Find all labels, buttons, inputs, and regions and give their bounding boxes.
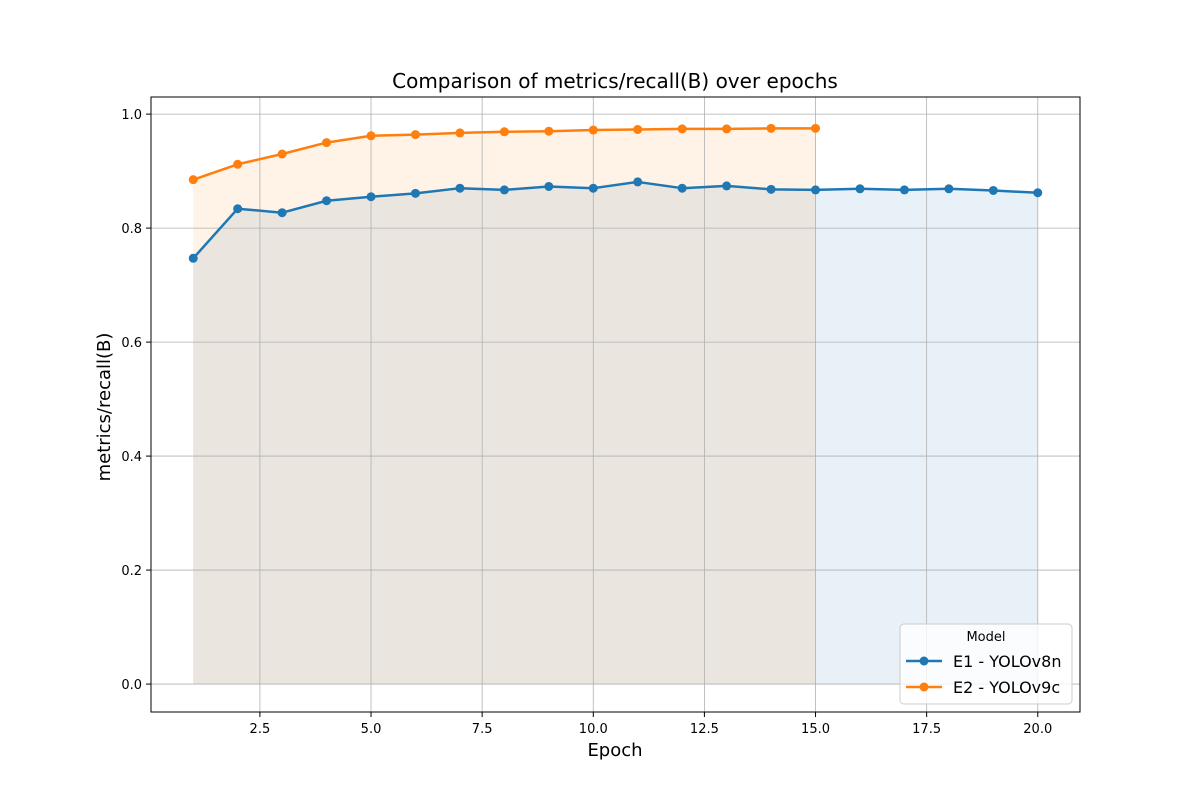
data-point-series-1 — [410, 188, 420, 198]
legend: Model E1 - YOLOv8n E2 - YOLOv9c — [899, 623, 1073, 705]
data-point-series-1 — [499, 185, 509, 195]
y-tick-label: 1.0 — [121, 108, 142, 123]
data-point-series-1 — [811, 185, 821, 195]
chart-title: Comparison of metrics/recall(B) over epo… — [392, 69, 838, 93]
data-point-series-2 — [322, 138, 332, 148]
series-fill-2 — [193, 128, 816, 685]
legend-title: Model — [966, 630, 1005, 645]
data-point-series-1 — [455, 183, 465, 193]
data-point-series-1 — [188, 253, 198, 263]
data-point-series-2 — [188, 175, 198, 185]
x-tick-label: 12.5 — [690, 722, 719, 737]
data-point-series-2 — [766, 123, 776, 133]
grid-lines — [151, 97, 1080, 712]
x-axis-ticks: 2.5 5.0 7.5 10.0 12.5 15.0 17.5 20.0 — [250, 712, 1052, 737]
plot-frame — [150, 96, 1081, 713]
data-point-series-2 — [677, 124, 687, 134]
legend-swatch-marker — [919, 682, 929, 692]
x-axis-label: Epoch — [587, 740, 642, 761]
data-point-series-2 — [588, 125, 598, 135]
data-point-series-2 — [410, 130, 420, 140]
y-tick-label: 0.4 — [121, 450, 142, 465]
data-point-series-1 — [988, 185, 998, 195]
x-tick-label: 2.5 — [250, 722, 271, 737]
y-axis-ticks: 0.0 0.2 0.4 0.6 0.8 1.0 — [121, 108, 151, 693]
data-point-series-1 — [766, 184, 776, 194]
x-tick-label: 20.0 — [1023, 722, 1052, 737]
x-tick-label: 17.5 — [912, 722, 941, 737]
data-point-series-2 — [277, 149, 287, 159]
y-axis-label: metrics/recall(B) — [94, 333, 115, 482]
data-point-series-1 — [855, 184, 865, 194]
series-line-1 — [192, 180, 1038, 260]
y-tick-label: 0.6 — [121, 336, 142, 351]
series-points — [188, 123, 1043, 263]
legend-box — [899, 623, 1073, 705]
data-point-series-1 — [322, 196, 332, 206]
data-point-series-2 — [366, 131, 376, 141]
data-point-series-2 — [722, 124, 732, 134]
area-fills — [193, 128, 1038, 685]
data-point-series-1 — [1033, 188, 1043, 198]
data-point-series-1 — [366, 192, 376, 202]
data-point-series-1 — [722, 181, 732, 191]
data-point-series-1 — [277, 208, 287, 218]
series-fill-1 — [193, 181, 1038, 685]
data-point-series-1 — [544, 181, 554, 191]
x-tick-label: 15.0 — [801, 722, 830, 737]
legend-swatch-marker — [919, 656, 929, 666]
data-point-series-2 — [455, 128, 465, 138]
data-point-series-1 — [633, 177, 643, 187]
data-point-series-1 — [899, 185, 909, 195]
data-point-series-2 — [544, 126, 554, 136]
x-tick-label: 7.5 — [472, 722, 493, 737]
data-point-series-2 — [499, 127, 509, 137]
x-tick-label: 10.0 — [579, 722, 608, 737]
y-tick-label: 0.8 — [121, 222, 142, 237]
x-tick-label: 5.0 — [361, 722, 382, 737]
data-point-series-1 — [233, 204, 243, 214]
legend-label: E1 - YOLOv8n — [953, 652, 1061, 671]
data-point-series-2 — [811, 123, 821, 133]
data-point-series-1 — [944, 184, 954, 194]
legend-label: E2 - YOLOv9c — [953, 678, 1060, 697]
y-tick-label: 0.2 — [121, 564, 142, 579]
data-point-series-1 — [677, 183, 687, 193]
y-tick-label: 0.0 — [121, 678, 142, 693]
data-point-series-2 — [233, 159, 243, 169]
data-point-series-2 — [633, 124, 643, 134]
data-point-series-1 — [588, 183, 598, 193]
